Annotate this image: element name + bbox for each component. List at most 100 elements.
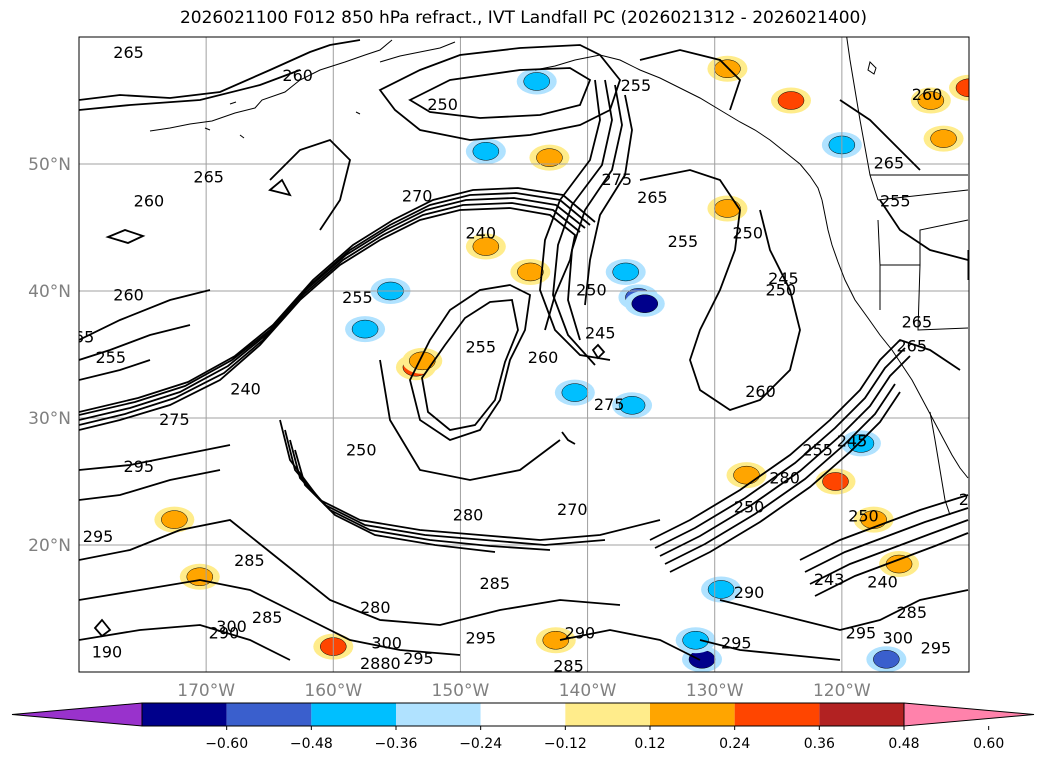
plot-frame [78, 36, 970, 673]
ivt-shading-patch [930, 129, 957, 148]
ivt-shading-patch [561, 383, 589, 402]
contour-label: 255 [959, 490, 990, 509]
contour-label: 290 [48, 456, 79, 475]
latitude-label: 30°N [28, 409, 71, 429]
ivt-shading-patch [523, 72, 550, 91]
contour-label: 265 [64, 327, 95, 346]
colorbar-tick-label: −0.48 [290, 736, 333, 752]
contour-label: 260 [282, 66, 313, 85]
latitude-labels: 50°N 40°N 30°N 20°N [28, 155, 71, 556]
contour-label: 280 [453, 505, 484, 524]
colorbar-extend-high [903, 702, 1035, 727]
colorbar-segment [565, 703, 650, 726]
longitude-labels: 170°W 160°W 150°W 140°W 130°W 120°W [177, 681, 871, 701]
coastline-layer [149, 37, 969, 516]
colorbar-segment [142, 703, 227, 726]
contour-label: 255 [668, 232, 699, 251]
latitude-label: 50°N [28, 155, 71, 175]
ivt-shading-patch [409, 351, 436, 371]
contour-label: 260 [912, 85, 943, 104]
contour-label: 255 [621, 76, 652, 95]
contour-label: 250 [734, 498, 765, 517]
contour-label: 285 [28, 642, 59, 661]
contour-label: 290 [209, 623, 240, 642]
contour-label: 295 [921, 639, 952, 658]
contour-label: 245 [585, 324, 616, 343]
longitude-label: 120°W [813, 681, 871, 701]
contour-label: 245 [837, 432, 868, 451]
colorbar-segment [480, 703, 566, 726]
map-title: 2026021100 F012 850 hPa refract., IVT La… [179, 8, 867, 28]
contour-label: 243 [814, 570, 845, 589]
ivt-shading-patch [733, 465, 760, 485]
ivt-shading-patch [917, 91, 945, 110]
contour-label: 295 [83, 527, 114, 546]
colorbar-extend-low [11, 702, 143, 727]
contour-label: 260 [113, 286, 144, 305]
contour-label: 265 [897, 336, 928, 355]
contour-label: 300 [371, 634, 402, 653]
colorbar-tick-label: −0.12 [544, 736, 587, 752]
ivt-shading-patch [885, 554, 913, 574]
colorbar-segment [226, 703, 312, 726]
contour-label: 190 [92, 642, 123, 661]
ivt-shading-patch [777, 91, 805, 110]
ivt-shading-patch [631, 294, 659, 313]
longitude-label: 170°W [177, 681, 235, 701]
colorbar-tick-label: 0.36 [804, 736, 835, 752]
contour-label: 295 [465, 628, 496, 647]
contour-label: 240 [867, 573, 898, 592]
colorbar-segment [650, 703, 735, 726]
ivt-shading-patch [682, 631, 709, 650]
contour-label: 300 [883, 628, 914, 647]
contour-label: 270 [557, 500, 588, 519]
contour-label: 250 [766, 281, 797, 300]
contour-label: 280 [769, 468, 800, 487]
colorbar-tick-label: 0.60 [973, 736, 1004, 752]
contour-label: 290 [31, 568, 62, 587]
contour-label: 290 [734, 583, 765, 602]
contour-label: 250 [576, 281, 607, 300]
contour-label: 295 [123, 457, 154, 476]
ivt-shading-patch [472, 237, 500, 256]
contour-label: 240 [465, 223, 496, 242]
ivt-shading-patch [542, 631, 570, 650]
contour-label: 245 [768, 269, 799, 288]
ivt-shading-patch [714, 199, 741, 218]
contour-label: 260 [745, 382, 776, 401]
contour-label: 240 [230, 380, 261, 399]
contour-label: 275 [602, 170, 633, 189]
colorbar-tick-label: 0.48 [888, 736, 919, 752]
contour-label: 280 [360, 598, 391, 617]
colorbar-segment [311, 703, 396, 726]
colorbar-segment [396, 703, 481, 726]
refractivity-contours [79, 39, 969, 661]
colorbar-segment [819, 703, 904, 726]
ivt-shading-patch [517, 262, 544, 282]
contour-label: 260 [134, 192, 165, 211]
contour-label: 285 [252, 608, 283, 627]
latitude-label: 20°N [28, 536, 71, 556]
contour-label: 255 [802, 441, 833, 460]
contour-label: 250 [427, 95, 458, 114]
contour-label: 265 [874, 154, 905, 173]
contour-label: 285 [897, 603, 928, 622]
contour-label: 250 [732, 223, 763, 242]
contour-label: 265 [637, 188, 668, 207]
contour-label: 295 [846, 623, 877, 642]
ivt-shading-patch [714, 59, 741, 78]
ivt-shading-patch [707, 580, 735, 599]
contour-label: 270 [402, 187, 433, 206]
ivt-shading-patch [351, 319, 379, 339]
ivt-shading-patch [472, 142, 500, 161]
contour-label: 255 [96, 348, 127, 367]
contour-label: 260 [528, 348, 559, 367]
contour-label: 265 [193, 167, 224, 186]
colorbar-tick-label: −0.36 [375, 736, 418, 752]
contour-label: 295 [403, 649, 434, 668]
contour-label: 275 [594, 395, 625, 414]
ivt-shading-patch [161, 510, 188, 529]
ivt-shading-patch [822, 472, 849, 491]
